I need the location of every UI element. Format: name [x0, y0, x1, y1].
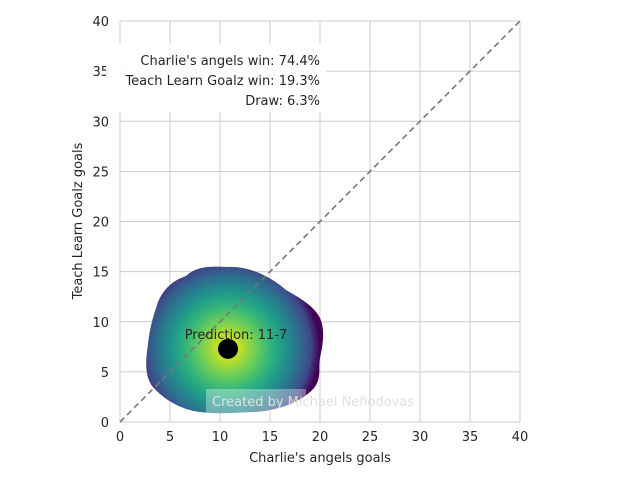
win-b-label: Teach Learn Goalz win: 19.3% [124, 74, 320, 89]
x-tick-label: 0 [116, 430, 124, 445]
x-tick-labels: 0 5 10 15 20 25 30 35 40 [116, 430, 528, 445]
x-tick-label: 15 [262, 430, 279, 445]
x-tick-label: 30 [412, 430, 429, 445]
y-tick-label: 10 [92, 316, 109, 331]
x-tick-label: 20 [312, 430, 329, 445]
y-tick-label: 15 [92, 266, 109, 281]
x-tick-label: 35 [462, 430, 479, 445]
win-a-label: Charlie's angels win: 74.4% [140, 54, 320, 69]
y-tick-label: 5 [101, 366, 109, 381]
prediction-label: Prediction: 11-7 [185, 328, 288, 343]
watermark-box [206, 389, 306, 413]
x-tick-label: 25 [362, 430, 379, 445]
x-axis-label: Charlie's angels goals [249, 451, 391, 466]
draw-label: Draw: 6.3% [245, 94, 320, 109]
y-tick-label: 35 [92, 65, 109, 80]
y-tick-label: 25 [92, 165, 109, 180]
y-tick-label: 40 [92, 15, 109, 30]
density-region [146, 266, 324, 414]
y-tick-label: 0 [101, 416, 109, 431]
y-tick-labels: 0 5 10 15 20 25 30 35 40 [92, 15, 109, 431]
x-tick-label: 40 [512, 430, 529, 445]
x-tick-label: 5 [166, 430, 174, 445]
y-axis-label: Teach Learn Goalz goals [71, 142, 86, 300]
x-tick-label: 10 [212, 430, 229, 445]
watermark-text: Created by Michael Nefiodovas [212, 395, 414, 410]
y-tick-label: 30 [92, 115, 109, 130]
outcome-box [106, 44, 326, 112]
prediction-point [218, 338, 238, 359]
equal-goals-diagonal [119, 20, 521, 423]
y-tick-label: 20 [92, 216, 109, 231]
